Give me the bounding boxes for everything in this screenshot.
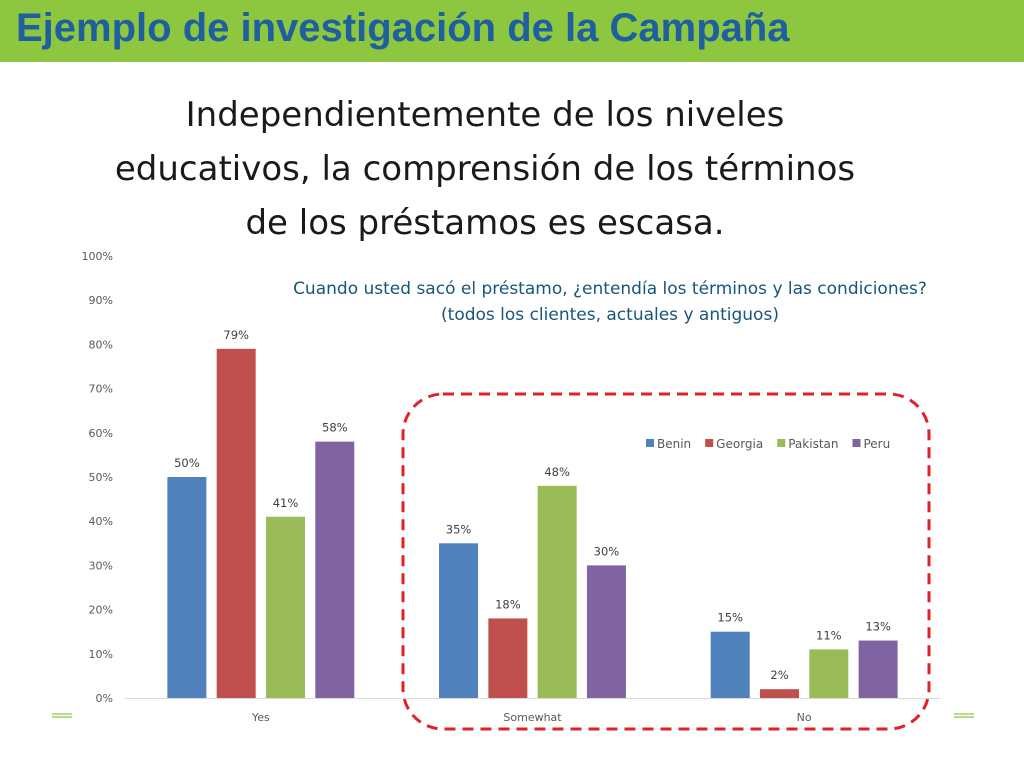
chart-title-line-2: (todos los clientes, actuales y antiguos… <box>441 305 779 325</box>
bar-georgia-no <box>760 689 800 698</box>
headline-line-2: educativos, la comprensión de los términ… <box>114 149 856 189</box>
legend-label-benin: Benin <box>657 437 691 451</box>
y-tick-label: 10% <box>89 648 113 661</box>
legend-label-pakistan: Pakistan <box>788 437 838 451</box>
y-tick-label: 50% <box>89 471 113 484</box>
bar-pakistan-no <box>809 649 849 698</box>
data-label: 48% <box>544 465 570 479</box>
title-banner: Ejemplo de investigación de la Campaña <box>0 0 1024 62</box>
legend-label-peru: Peru <box>863 437 890 451</box>
headline-line-1: Independientemente de los niveles <box>185 95 785 135</box>
data-label: 30% <box>594 544 620 558</box>
legend-swatch-georgia <box>705 439 714 447</box>
y-tick-label: 20% <box>89 604 113 617</box>
bar-peru-somewhat <box>586 565 626 698</box>
legend-swatch-peru <box>852 439 861 447</box>
slide-title: Ejemplo de investigación de la Campaña <box>16 6 790 50</box>
data-label: 11% <box>816 628 842 642</box>
data-label: 58% <box>322 421 348 435</box>
legend-swatch-pakistan <box>777 439 786 447</box>
highlight-box <box>401 392 931 731</box>
chart-title: Cuando usted sacó el préstamo, ¿entendía… <box>240 276 980 328</box>
bar-georgia-yes <box>216 348 256 698</box>
chart-title-line-1: Cuando usted sacó el préstamo, ¿entendía… <box>293 279 927 299</box>
y-tick-label: 40% <box>89 515 113 528</box>
data-label: 35% <box>446 522 472 536</box>
data-label: 13% <box>865 620 891 634</box>
y-tick-label: 100% <box>82 250 113 263</box>
bar-peru-yes <box>315 441 355 698</box>
x-tick-label: Yes <box>251 711 270 724</box>
y-tick-label: 0% <box>96 692 113 705</box>
legend-label-georgia: Georgia <box>716 437 763 451</box>
data-label: 41% <box>273 496 299 510</box>
y-tick-label: 70% <box>89 383 113 396</box>
y-tick-label: 60% <box>89 427 113 440</box>
data-label: 18% <box>495 597 521 611</box>
bar-peru-no <box>858 640 898 698</box>
x-tick-label: No <box>797 711 812 724</box>
legend-swatch-benin <box>646 439 654 447</box>
decorative-dash-right <box>954 713 974 718</box>
y-tick-label: 80% <box>89 338 113 351</box>
bar-georgia-somewhat <box>488 618 528 698</box>
headline-line-3: de los préstamos es escasa. <box>245 203 725 243</box>
decorative-dash-left <box>52 713 72 718</box>
bar-benin-yes <box>167 477 207 698</box>
headline: Independientemente de los niveles educat… <box>40 88 930 250</box>
y-tick-label: 90% <box>89 294 113 307</box>
bar-benin-somewhat <box>439 543 479 698</box>
data-label: 50% <box>174 456 200 470</box>
data-label: 79% <box>223 328 249 342</box>
bar-pakistan-yes <box>265 516 305 698</box>
data-label: 2% <box>770 668 788 682</box>
data-label: 15% <box>717 611 743 625</box>
y-tick-label: 30% <box>89 559 113 572</box>
bar-pakistan-somewhat <box>537 485 577 698</box>
x-tick-label: Somewhat <box>503 711 562 724</box>
bar-benin-no <box>710 631 750 698</box>
